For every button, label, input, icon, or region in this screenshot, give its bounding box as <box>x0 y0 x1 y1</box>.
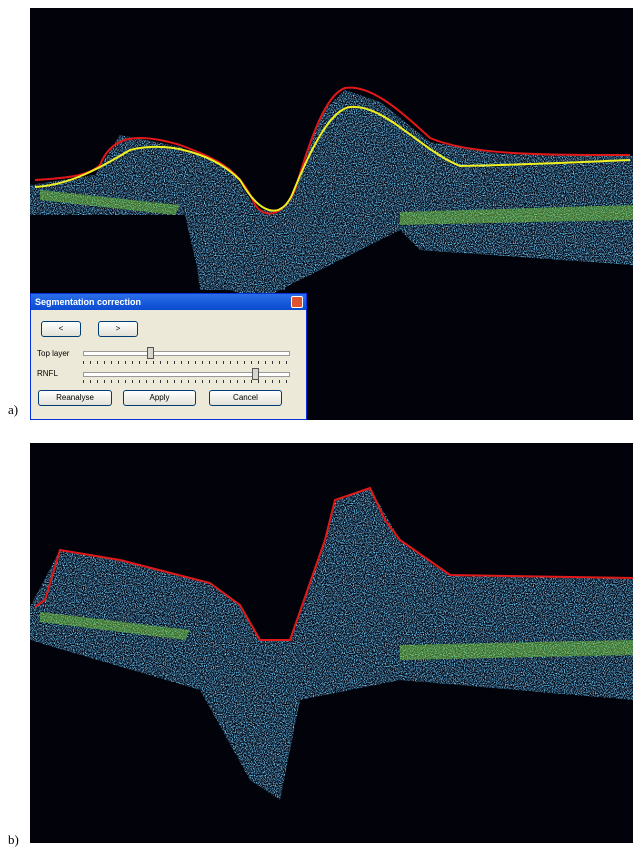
dialog: Segmentation correction < > Top layer RN… <box>30 293 307 420</box>
next-button[interactable]: > <box>98 321 138 337</box>
prev-button[interactable]: < <box>41 321 81 337</box>
panel-label: b) <box>8 832 19 847</box>
slider-ticks <box>83 361 288 364</box>
close-button[interactable] <box>291 296 303 308</box>
title-text: Segmentation correction <box>35 297 142 307</box>
slider-ticks <box>83 380 288 383</box>
reanalyse-button[interactable]: Reanalyse <box>38 390 112 406</box>
slider-track[interactable] <box>83 372 290 377</box>
slider-label: Top layer <box>37 349 70 358</box>
slider-label: RNFL <box>37 369 58 378</box>
slider-thumb[interactable] <box>252 368 259 380</box>
tissue-b <box>30 488 633 800</box>
cancel-button[interactable]: Cancel <box>209 390 282 406</box>
slider-track[interactable] <box>83 351 290 356</box>
dialog-title: Segmentation correction <box>31 294 306 310</box>
tissue-a <box>30 90 633 300</box>
apply-button[interactable]: Apply <box>123 390 196 406</box>
slider-thumb[interactable] <box>147 347 154 359</box>
panel-label: a) <box>8 402 19 417</box>
